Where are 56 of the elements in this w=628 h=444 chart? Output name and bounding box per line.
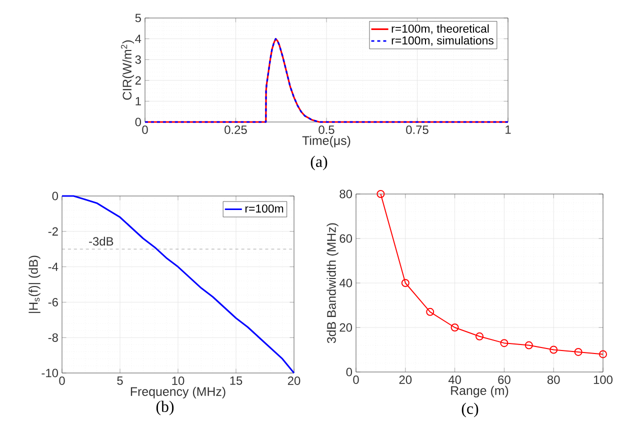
y-tick-label: 20 [340, 323, 352, 332]
x-tick-label: 1 [506, 126, 511, 134]
legend-label: r=100m, theoretical [392, 24, 489, 34]
y-tick-label: 0 [52, 192, 58, 200]
text: (c) [462, 402, 478, 418]
x-tick-label: 20 [288, 376, 300, 385]
point [426, 308, 434, 316]
y-tick-label: 3 [135, 55, 141, 64]
y-tick-label: -4 [48, 262, 58, 271]
x-tick-label: 100 [594, 376, 613, 384]
x-tick-label: 15 [230, 376, 242, 385]
y-tick-label: 4 [135, 34, 142, 43]
y-tick-label: 2 [135, 76, 141, 85]
ref-line-label: -3dB [89, 236, 114, 246]
legend-label: r=100m, simulations [392, 36, 494, 46]
y-tick-label: 5 [135, 14, 141, 22]
y-tick-label: 0 [135, 118, 142, 126]
x-tick-label: 60 [498, 376, 510, 384]
x-tick-label: 5 [117, 376, 123, 385]
x-tick-label: 0 [59, 376, 65, 385]
legend-label: r=100m [245, 204, 284, 213]
y-axis-title: CIR(W/m$^{2}$) [120, 40, 134, 100]
text: (a) [310, 156, 328, 170]
y-axis-title: 3dB Bandwidth (MHz) [326, 223, 338, 344]
y-tick-label: -10 [42, 368, 58, 378]
x-axis-title: Range (m) [451, 386, 508, 398]
y-tick-label: -8 [48, 333, 58, 342]
y-tick-label: 80 [340, 190, 352, 198]
x-tick-label: 0 [142, 126, 148, 134]
point [524, 341, 533, 350]
y-tick-label: -6 [48, 298, 58, 306]
y-tick-label: -2 [48, 227, 58, 236]
y-tick-label: 0 [346, 368, 352, 376]
text: (b) [156, 400, 174, 416]
x-tick-label: 0.5 [318, 126, 334, 134]
point [476, 332, 484, 340]
point [599, 350, 608, 358]
x-axis-title: Time(μs) [302, 136, 350, 148]
point [550, 346, 558, 354]
y-axis-title: |H$_{s}$(f)| (dB) [28, 256, 40, 313]
x-tick-label: 0.75 [406, 126, 428, 134]
x-tick-label: 0 [353, 376, 359, 384]
point [574, 348, 582, 356]
point [500, 339, 508, 348]
x-tick-label: 20 [399, 376, 412, 384]
x-tick-label: 0.25 [224, 126, 247, 134]
x-tick-label: 40 [448, 376, 461, 384]
point [376, 190, 385, 198]
point [450, 324, 459, 332]
point [401, 279, 410, 287]
y-tick-label: 1 [136, 97, 141, 106]
x-tick-label: 80 [547, 376, 560, 384]
y-tick-label: 40 [339, 278, 352, 288]
x-tick-label: 10 [172, 376, 184, 385]
x-axis-title: Frequency (MHz) [130, 386, 226, 398]
y-tick-label: 60 [340, 234, 352, 243]
